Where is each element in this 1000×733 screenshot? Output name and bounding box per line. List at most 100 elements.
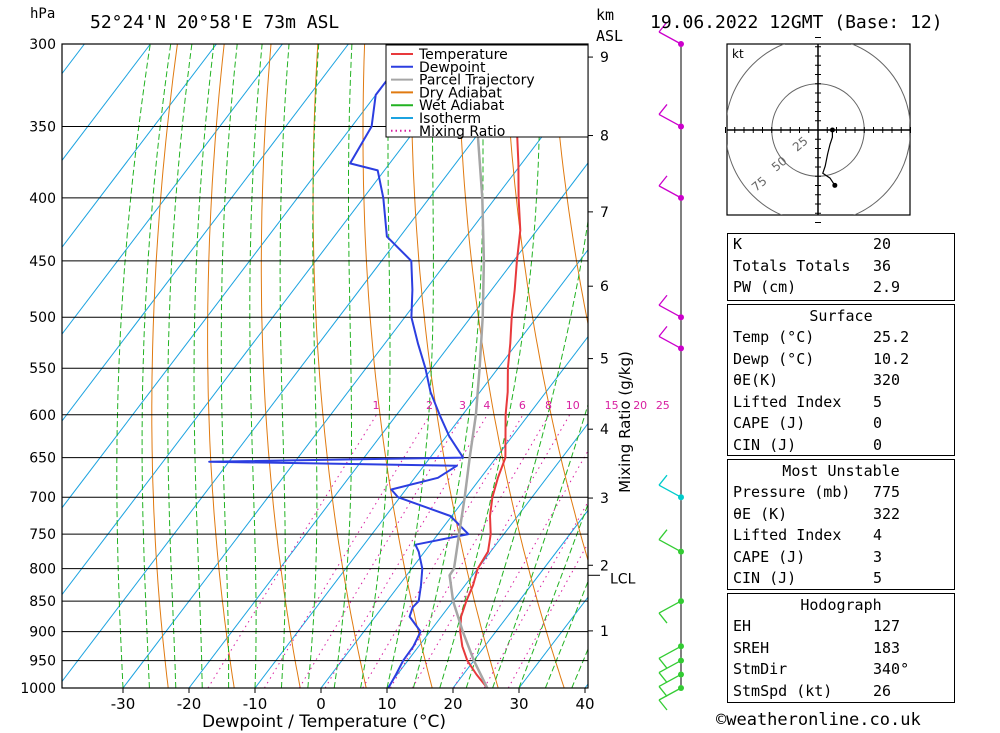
- surface-row: θE(K) 320: [733, 371, 901, 389]
- km-tick-label: 4: [600, 422, 609, 438]
- wet-adiabat-line: [360, 44, 391, 688]
- x-tick-label: -10: [243, 695, 268, 713]
- wet-adiabat-line: [141, 44, 172, 688]
- wind-barb-shaft: [658, 687, 682, 701]
- wet-adiabat-line: [249, 44, 263, 688]
- mixing-ratio-label: 1: [373, 399, 380, 412]
- indices-top-box: K 20 Totals Totals 36 PW (cm) 2.9: [727, 233, 955, 301]
- legend-label: Mixing Ratio: [419, 124, 505, 140]
- wet-adiabat-line: [492, 403, 588, 688]
- most-unstable-box: Most Unstable Pressure (mb) 775 θE (K) 322…: [727, 459, 955, 590]
- wind-barb-flag: [658, 529, 668, 541]
- wind-barb-shaft: [658, 659, 682, 674]
- pressure-tick-label: 350: [29, 119, 56, 135]
- mixing-ratio-label: 25: [656, 399, 670, 412]
- x-tick-label: 0: [316, 695, 326, 713]
- x-tick-label: -20: [177, 695, 202, 713]
- wind-barb-flag: [658, 686, 668, 697]
- wind-barb-flag: [658, 21, 668, 33]
- legend-box: [385, 44, 589, 138]
- pressure-tick-label: 400: [29, 191, 56, 207]
- isotherm-line: [452, 509, 588, 688]
- mixing-ratio-line: [362, 414, 524, 688]
- legend-label: Temperature: [418, 47, 508, 63]
- x-tick-label: -30: [111, 695, 136, 713]
- hpa-unit-label: hPa: [30, 6, 56, 22]
- mu-row: CIN (J) 5: [733, 569, 883, 587]
- isotherm-line: [62, 44, 481, 596]
- wind-barb-flag: [658, 104, 668, 115]
- wind-barb-shaft: [658, 335, 682, 349]
- wet-adiabat-line: [439, 44, 541, 688]
- isotherm-line: [386, 422, 588, 688]
- isotherm-line: [62, 44, 283, 335]
- dry-adiabat-line: [504, 44, 588, 562]
- wind-barb-flag: [658, 326, 668, 337]
- mixing-ratio-label: 20: [633, 399, 647, 412]
- wind-barb-shaft: [658, 113, 682, 128]
- x-tick-label: 30: [509, 695, 528, 713]
- pressure-tick-label: 450: [29, 254, 56, 270]
- wind-profile: [658, 21, 684, 711]
- pressure-tick-label: 850: [29, 594, 56, 610]
- km-tick-label: 6: [600, 279, 609, 295]
- pressure-tick-label: 550: [29, 361, 56, 377]
- hodograph-box: Hodograph EH 127 SREH 183 StmDir 340° StmSp…: [727, 593, 955, 703]
- wind-barb-flag: [658, 294, 668, 306]
- dry-adiabat-line: [362, 44, 433, 688]
- isotherm-line: [320, 335, 588, 688]
- surface-row: Lifted Index 5: [733, 392, 883, 411]
- dry-adiabat-line: [207, 44, 235, 688]
- km-tick-label: 9: [600, 50, 609, 66]
- isotherm-line: [122, 75, 588, 688]
- pressure-tick-label: 950: [29, 654, 56, 670]
- isotherm-line: [62, 44, 151, 162]
- pressure-tick-label: 700: [29, 490, 56, 506]
- mu-row: Lifted Index 4: [733, 526, 883, 544]
- wind-barb-shaft: [658, 31, 682, 45]
- mixing-ratio-label: 8: [545, 399, 552, 412]
- series-parcel-trajectory: [448, 44, 489, 688]
- isotherm-line: [188, 162, 588, 688]
- wind-barb-flag: [658, 175, 668, 187]
- surface-title: Surface: [809, 307, 873, 325]
- index-row-k: K 20: [733, 235, 892, 253]
- km-tick-label: 7: [600, 205, 609, 221]
- x-tick-label: 20: [443, 695, 462, 713]
- wind-barb-shaft: [658, 539, 682, 553]
- dry-adiabat-line: [551, 44, 588, 327]
- mixing-ratio-label: 3: [459, 399, 466, 412]
- hodograph-end-dot: [832, 182, 838, 188]
- legend-label: Dewpoint: [419, 60, 486, 76]
- surface-row: CIN (J) 0: [733, 435, 883, 454]
- dry-adiabat-line: [260, 44, 301, 688]
- wet-adiabat-line: [279, 44, 290, 688]
- pressure-tick-label: 1000: [20, 681, 56, 697]
- mixing-ratio-label: 2: [426, 399, 433, 412]
- dry-adiabat-line: [312, 44, 367, 688]
- isotherm-line: [0, 44, 18, 688]
- wind-barb-flag: [658, 699, 668, 711]
- wet-adiabat-line: [386, 44, 434, 688]
- km-unit-label: km: [596, 6, 615, 24]
- isotherm-line: [62, 44, 217, 249]
- legend-label: Wet Adiabat: [419, 98, 505, 114]
- wet-adiabat-line: [333, 44, 353, 688]
- mixing-ratio-label: 15: [605, 399, 619, 412]
- x-tick-label: 10: [377, 695, 396, 713]
- wind-barb-flag: [658, 672, 668, 683]
- surface-row: Temp (°C) 25.2: [733, 328, 910, 346]
- isotherm-line: [254, 249, 588, 688]
- lcl-label: LCL: [610, 571, 636, 587]
- wind-barb-shaft: [658, 645, 682, 659]
- credit-link[interactable]: ©weatheronline.co.uk: [716, 710, 921, 730]
- hodo-row: StmSpd (kt) 26: [733, 681, 892, 700]
- dry-adiabat-line: [973, 44, 1000, 688]
- hodograph-start-dot: [829, 127, 835, 133]
- mixing-ratio-label: 10: [566, 399, 580, 412]
- surface-box: Surface Temp (°C) 25.2 Dewp (°C) 10.2 θE(K…: [727, 304, 955, 456]
- surface-row: Dewp (°C) 10.2: [733, 349, 910, 368]
- wet-adiabat-line: [220, 44, 238, 688]
- location-title: 52°24'N 20°58'E 73m ASL: [90, 12, 340, 33]
- most-unstable-title: Most Unstable: [782, 462, 900, 480]
